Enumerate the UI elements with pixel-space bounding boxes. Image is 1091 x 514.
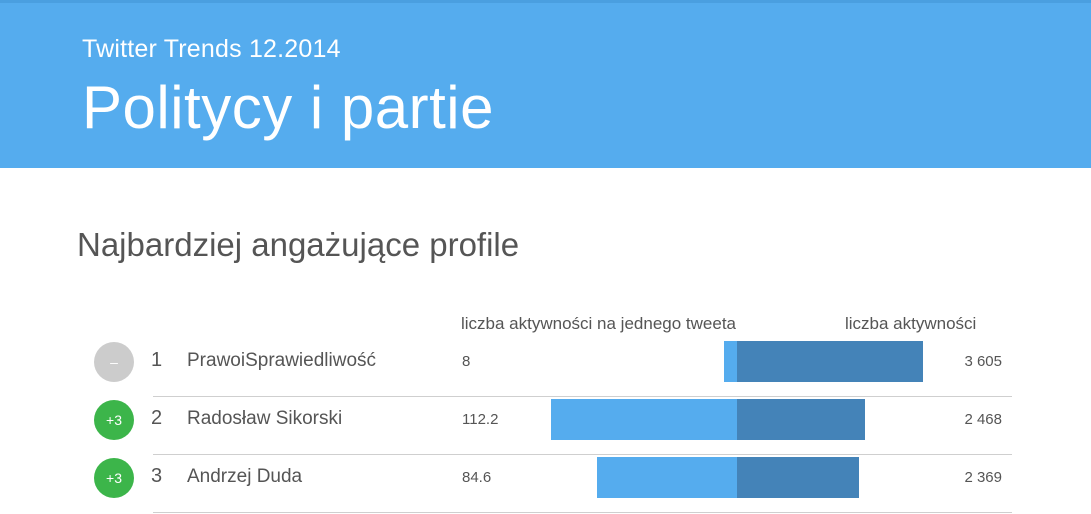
ranking-row: +3 3 Andrzej Duda 84.6 2 369 bbox=[0, 455, 1091, 513]
row-divider bbox=[153, 454, 1012, 455]
page-title: Politycy i partie bbox=[82, 74, 494, 141]
rank-change-badge: +3 bbox=[94, 400, 134, 440]
row-divider bbox=[153, 512, 1012, 513]
rank-change-badge: +3 bbox=[94, 458, 134, 498]
section-title: Najbardziej angażujące profile bbox=[77, 226, 520, 263]
per-tweet-value: 112.2 bbox=[462, 411, 499, 428]
header-banner: Twitter Trends 12.2014 Politycy i partie bbox=[0, 0, 1091, 168]
profile-name[interactable]: Radosław Sikorski bbox=[187, 408, 343, 429]
rank-number: 3 bbox=[151, 465, 163, 487]
column-header-total: liczba aktywności bbox=[845, 314, 977, 333]
total-bar bbox=[737, 399, 865, 440]
per-tweet-value: 8 bbox=[462, 353, 471, 370]
profile-name[interactable]: Andrzej Duda bbox=[187, 466, 303, 487]
total-bar bbox=[737, 457, 860, 498]
per-tweet-bar bbox=[723, 341, 737, 382]
column-header-per-tweet: liczba aktywności na jednego tweeta bbox=[461, 314, 736, 333]
ranking-row: +3 2 Radosław Sikorski 112.2 2 468 bbox=[0, 397, 1091, 455]
per-tweet-bar bbox=[596, 457, 737, 498]
rank-number: 1 bbox=[151, 349, 163, 371]
rank-change-badge: – bbox=[94, 342, 134, 382]
profile-name[interactable]: PrawoiSprawiedliwość bbox=[187, 350, 377, 371]
per-tweet-value: 84.6 bbox=[462, 469, 492, 486]
per-tweet-bar bbox=[550, 399, 737, 440]
total-bar bbox=[737, 341, 924, 382]
total-value: 2 369 bbox=[964, 469, 1002, 486]
total-value: 3 605 bbox=[964, 353, 1002, 370]
ranking-row: –1 PrawoiSprawiedliwość 8 3 605 bbox=[0, 339, 1091, 397]
row-divider bbox=[153, 396, 1012, 397]
header-subtitle: Twitter Trends 12.2014 bbox=[82, 35, 341, 63]
rank-number: 2 bbox=[151, 407, 163, 429]
total-value: 2 468 bbox=[964, 411, 1002, 428]
